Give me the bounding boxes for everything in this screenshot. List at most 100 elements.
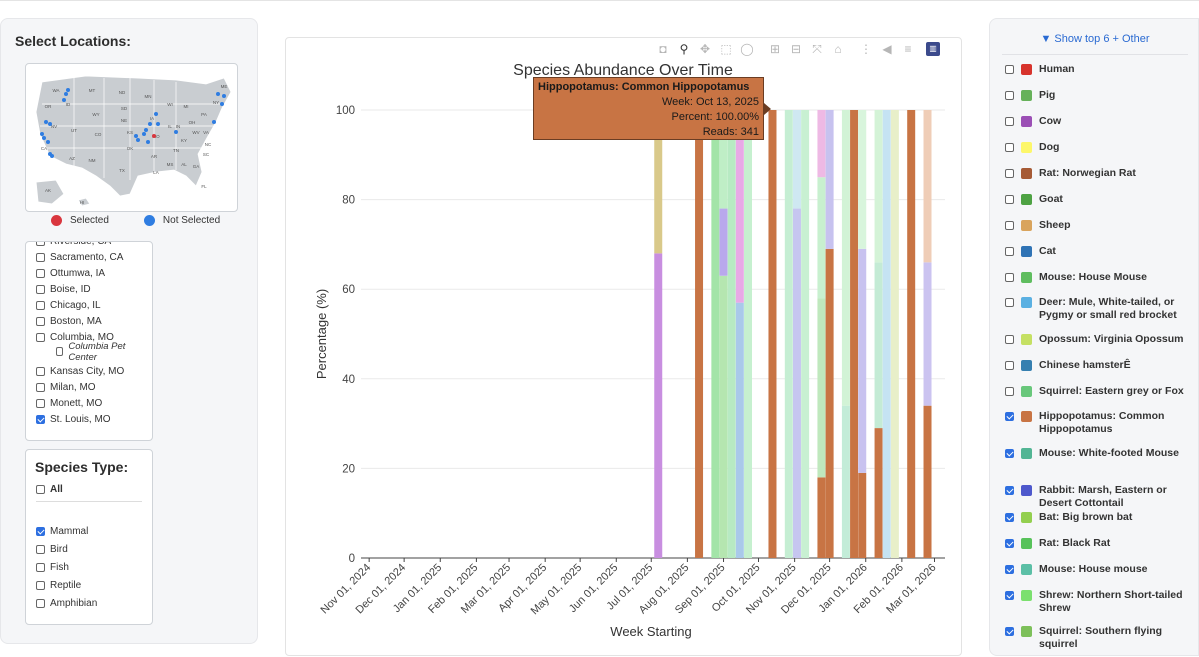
bar-segment[interactable] [801, 110, 810, 558]
location-marker[interactable] [62, 98, 66, 102]
species-legend-item[interactable]: Cat [1005, 245, 1195, 258]
location-checkbox[interactable] [36, 367, 45, 376]
location-marker[interactable] [142, 132, 146, 136]
zoom-out-icon[interactable]: ⊟ [790, 42, 802, 56]
all-checkbox[interactable] [36, 485, 45, 494]
species-checkbox[interactable] [1005, 486, 1014, 495]
bar-segment[interactable] [923, 262, 932, 406]
bar-segment[interactable] [792, 208, 801, 558]
location-marker[interactable] [66, 88, 70, 92]
location-marker[interactable] [136, 138, 140, 142]
bar-segment[interactable] [907, 110, 916, 558]
bar-segment[interactable] [890, 110, 899, 558]
species-type-checkbox[interactable] [36, 581, 45, 590]
location-marker[interactable] [212, 120, 216, 124]
species-legend-item[interactable]: Chinese hamsterÊ [1005, 359, 1195, 372]
species-type-checkbox[interactable] [36, 599, 45, 608]
location-marker[interactable] [46, 140, 50, 144]
location-marker[interactable] [134, 134, 138, 138]
zoom-in-icon[interactable]: ⊞ [769, 42, 781, 56]
bar-segment[interactable] [654, 110, 663, 254]
species-checkbox[interactable] [1005, 449, 1014, 458]
species-legend-item[interactable]: Bat: Big brown bat [1005, 511, 1195, 524]
autoscale-icon[interactable]: ⤧ [812, 42, 822, 56]
location-checkbox[interactable] [36, 317, 45, 326]
bar-segment[interactable] [923, 110, 932, 263]
location-marker[interactable] [174, 130, 178, 134]
hover-closest-icon[interactable]: ◀ [882, 42, 892, 56]
bar-segment[interactable] [711, 110, 720, 558]
bar-segment[interactable] [882, 110, 891, 558]
bar-segment[interactable] [719, 110, 728, 209]
species-type-option[interactable]: Amphibian [36, 598, 97, 609]
species-legend-item[interactable]: Sheep [1005, 219, 1195, 232]
reset-axes-icon[interactable]: ⌂ [834, 42, 842, 56]
bar-segment[interactable] [654, 253, 663, 559]
species-legend-item[interactable]: Hippopotamus: Common Hippopotamus [1005, 410, 1195, 436]
bar-segment[interactable] [923, 405, 932, 558]
species-legend-item[interactable]: Cow [1005, 115, 1195, 128]
species-checkbox[interactable] [1005, 143, 1014, 152]
hover-compare-icon[interactable]: ≡ [904, 42, 912, 56]
species-checkbox[interactable] [1005, 412, 1014, 421]
species-legend-item[interactable]: Rat: Norwegian Rat [1005, 167, 1195, 180]
bar-segment[interactable] [735, 110, 744, 303]
species-type-option[interactable]: Fish [36, 562, 69, 573]
species-legend-item[interactable]: Dog [1005, 141, 1195, 154]
location-option[interactable]: Riverside, CA [36, 242, 111, 247]
bar-segment[interactable] [841, 110, 850, 406]
bar-segment[interactable] [874, 110, 883, 263]
location-marker[interactable] [50, 154, 54, 158]
species-checkbox[interactable] [1005, 247, 1014, 256]
species-legend-item[interactable]: Human [1005, 63, 1195, 76]
location-marker[interactable] [148, 122, 152, 126]
location-checkbox[interactable] [36, 333, 45, 342]
location-option[interactable]: Chicago, IL [36, 300, 101, 311]
location-list[interactable]: Riverside, CA Sacramento, CA Ottumwa, IA Bo… [25, 241, 153, 441]
species-legend-item[interactable]: Pig [1005, 89, 1195, 102]
location-option[interactable]: Sacramento, CA [36, 252, 123, 263]
location-marker[interactable] [48, 122, 52, 126]
species-legend-item[interactable]: Shrew: Northern Short-tailed Shrew [1005, 589, 1195, 615]
species-checkbox[interactable] [1005, 627, 1014, 636]
location-checkbox[interactable] [36, 285, 45, 294]
location-checkbox[interactable] [36, 242, 45, 246]
location-checkbox[interactable] [36, 383, 45, 392]
bar-segment[interactable] [695, 110, 704, 558]
location-option[interactable]: Boise, ID [36, 284, 91, 295]
bar-segment[interactable] [727, 110, 736, 558]
location-checkbox[interactable] [36, 253, 45, 262]
species-legend-item[interactable]: Deer: Mule, White-tailed, or Pygmy or sm… [1005, 296, 1195, 322]
species-abundance-chart[interactable]: Species Abundance Over Time 0 20 40 60 80 100 P… [286, 38, 963, 657]
location-checkbox[interactable] [36, 399, 45, 408]
species-checkbox[interactable] [1005, 361, 1014, 370]
spike-lines-icon[interactable]: ⋮ [860, 42, 872, 56]
bar-segment[interactable] [817, 177, 826, 299]
species-type-checkbox[interactable] [36, 563, 45, 572]
species-legend-item[interactable]: Squirrel: Southern flying squirrel [1005, 625, 1195, 651]
pan-icon[interactable]: ✥ [699, 42, 711, 56]
species-checkbox[interactable] [1005, 195, 1014, 204]
location-marker[interactable] [146, 140, 150, 144]
species-checkbox[interactable] [1005, 565, 1014, 574]
bar-segment[interactable] [858, 472, 867, 558]
bar-segment[interactable] [719, 275, 728, 558]
species-checkbox[interactable] [1005, 591, 1014, 600]
species-legend-item[interactable]: Rabbit: Marsh, Eastern or Desert Cottont… [1005, 484, 1195, 510]
location-checkbox[interactable] [56, 347, 64, 356]
bar-segment[interactable] [874, 262, 883, 429]
location-marker[interactable] [44, 120, 48, 124]
bar-segment[interactable] [825, 248, 834, 558]
location-checkbox[interactable] [36, 269, 45, 278]
bar-segment[interactable] [817, 477, 826, 558]
species-legend-item[interactable]: Goat [1005, 193, 1195, 206]
lasso-icon[interactable]: ◯ [740, 42, 754, 56]
bar-segment[interactable] [817, 110, 826, 178]
species-checkbox[interactable] [1005, 539, 1014, 548]
location-option[interactable]: Ottumwa, IA [36, 268, 105, 279]
species-checkbox[interactable] [1005, 91, 1014, 100]
bar-segment[interactable] [768, 110, 777, 558]
location-marker[interactable] [222, 94, 226, 98]
zoom-icon[interactable]: ⚲ [679, 42, 689, 56]
show-top-toggle[interactable]: ▼ Show top 6 + Other [1040, 33, 1150, 45]
